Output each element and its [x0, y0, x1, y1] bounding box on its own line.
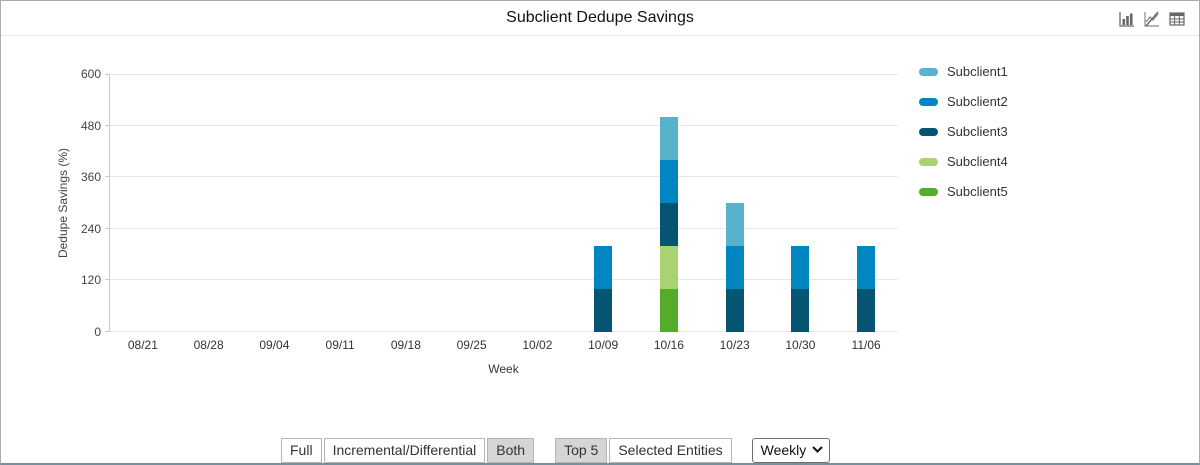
gridline	[110, 176, 898, 178]
x-tick-label: 10/02	[522, 338, 553, 352]
chart-area: Dedupe Savings (%) 0 120 240 360 480 600 08/21…	[1, 37, 1199, 407]
bar-segment-subclient3[interactable]	[857, 289, 876, 332]
bar-segment-subclient2[interactable]	[857, 246, 876, 289]
bar-segment-subclient3[interactable]	[659, 203, 678, 246]
legend-swatch	[919, 97, 938, 106]
x-tick-label: 09/04	[259, 338, 290, 352]
bar-slot: 10/30	[768, 74, 834, 352]
chart-legend: Subclient1 Subclient2 Subclient3 Subclient4…	[919, 64, 1008, 214]
backup-type-incremental-button[interactable]: Incremental/Differential	[323, 438, 486, 463]
gridline	[110, 124, 898, 126]
stacked-bar	[659, 117, 678, 332]
x-tick-label: 08/28	[193, 338, 224, 352]
legend-item-subclient5[interactable]: Subclient5	[919, 184, 1008, 199]
bar-segment-subclient2[interactable]	[725, 246, 744, 289]
bar-slot: 10/02	[505, 74, 571, 352]
bar-slot: 09/11	[307, 74, 373, 352]
x-tick-label: 10/16	[653, 338, 684, 352]
entity-filter-toggle: Top 5 Selected Entities	[555, 438, 732, 463]
x-tick-label: 11/06	[851, 338, 881, 352]
frequency-select-value: Weekly	[760, 441, 807, 458]
bar-slot: 10/23	[702, 74, 768, 352]
controls-bar: Full Incremental/Differential Both Top 5…	[281, 438, 830, 463]
chart-title: Subclient Dedupe Savings	[506, 9, 694, 26]
bar-segment-subclient2[interactable]	[791, 246, 810, 289]
bar-chart-view-icon[interactable]	[1119, 11, 1135, 27]
legend-swatch	[919, 187, 938, 196]
y-tick-label: 0	[94, 325, 101, 339]
x-tick-label: 10/23	[719, 338, 750, 352]
bar-slot: 09/25	[439, 74, 505, 352]
legend-label: Subclient2	[947, 94, 1008, 109]
stacked-bar	[594, 246, 613, 332]
stacked-bar	[857, 246, 876, 332]
bar-slot: 08/28	[176, 74, 242, 352]
y-axis-tickmark	[105, 227, 110, 229]
legend-item-subclient4[interactable]: Subclient4	[919, 154, 1008, 169]
backup-type-toggle: Full Incremental/Differential Both	[281, 438, 535, 463]
bar-slot: 08/21	[110, 74, 176, 352]
legend-swatch	[919, 67, 938, 76]
y-tick-label: 480	[80, 118, 101, 133]
bar-segment-subclient1[interactable]	[659, 117, 678, 160]
y-axis-tickmark	[105, 124, 110, 126]
bar-segment-subclient1[interactable]	[725, 203, 744, 246]
x-tick-label: 10/09	[588, 338, 619, 352]
table-view-icon[interactable]	[1169, 11, 1185, 27]
entity-filter-selected-button[interactable]: Selected Entities	[609, 438, 732, 463]
legend-label: Subclient1	[947, 64, 1008, 79]
legend-label: Subclient5	[947, 184, 1008, 199]
y-axis-tickmark	[105, 331, 110, 332]
legend-item-subclient3[interactable]: Subclient3	[919, 124, 1008, 139]
y-tick-label: 120	[80, 273, 101, 288]
gridline	[110, 331, 898, 332]
bar-slot: 11/06	[833, 74, 899, 352]
chart-toolbar	[1119, 11, 1185, 27]
y-axis-tickmark	[105, 176, 110, 178]
stacked-bar	[791, 246, 810, 332]
bar-slot: 09/04	[242, 74, 308, 352]
legend-item-subclient1[interactable]: Subclient1	[919, 64, 1008, 79]
bar-segment-subclient2[interactable]	[594, 246, 613, 289]
y-axis-tickmark	[105, 74, 110, 75]
x-axis-title: Week	[488, 362, 519, 376]
backup-type-full-button[interactable]: Full	[281, 438, 322, 463]
gridline	[110, 279, 898, 281]
entity-filter-top5-button[interactable]: Top 5	[555, 438, 608, 463]
frequency-select[interactable]: Weekly	[751, 438, 830, 463]
bar-slot: 10/09	[570, 74, 636, 352]
legend-item-subclient2[interactable]: Subclient2	[919, 94, 1008, 109]
y-tick-label: 360	[80, 170, 101, 185]
x-tick-label: 09/18	[390, 338, 421, 352]
legend-swatch	[919, 157, 938, 166]
bar-segment-subclient4[interactable]	[659, 246, 678, 289]
legend-label: Subclient3	[947, 124, 1008, 139]
y-axis-tickmark	[105, 279, 110, 281]
stacked-bar	[725, 203, 744, 332]
legend-label: Subclient4	[947, 154, 1008, 169]
bar-segment-subclient5[interactable]	[659, 289, 678, 332]
gridline	[110, 227, 898, 229]
plot-area: 0 120 240 360 480 600 08/21 08/28 09/04 09/11 09/1…	[81, 67, 899, 352]
widget-header: Subclient Dedupe Savings	[1, 1, 1199, 36]
backup-type-both-button[interactable]: Both	[487, 438, 535, 463]
bar-segment-subclient3[interactable]	[594, 289, 613, 332]
line-chart-disabled-icon[interactable]	[1144, 11, 1160, 27]
bar-segment-subclient2[interactable]	[659, 160, 678, 203]
x-tick-label: 09/25	[456, 338, 487, 352]
gridline	[110, 74, 898, 75]
bar-slot: 10/16	[636, 74, 702, 352]
x-tick-label: 10/30	[785, 338, 816, 352]
y-axis-title: Dedupe Savings (%)	[56, 147, 70, 259]
y-tick-label: 240	[80, 221, 101, 236]
bar-segment-subclient3[interactable]	[791, 289, 810, 332]
legend-swatch	[919, 127, 938, 136]
chevron-down-icon	[811, 446, 823, 453]
y-tick-label: 600	[80, 67, 101, 81]
x-tick-label: 09/11	[325, 338, 355, 352]
bar-slot: 09/18	[373, 74, 439, 352]
x-tick-label: 08/21	[127, 338, 158, 352]
bar-segment-subclient3[interactable]	[725, 289, 744, 332]
